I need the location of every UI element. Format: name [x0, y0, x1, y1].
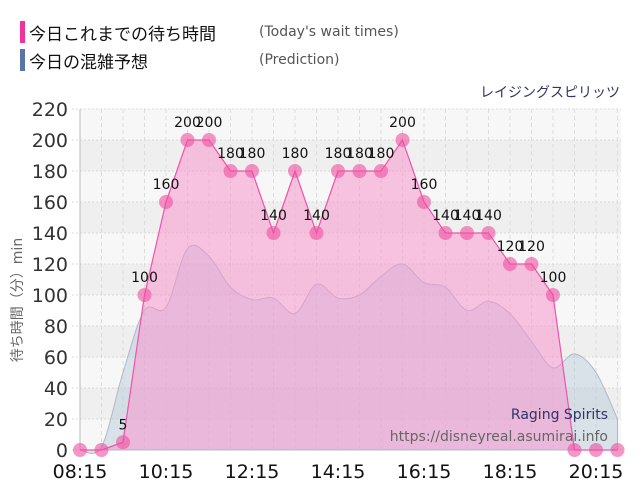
data-point[interactable] — [567, 443, 582, 457]
data-point[interactable] — [137, 288, 152, 302]
data-label: 160 — [153, 177, 180, 193]
data-label: 140 — [303, 208, 330, 224]
watermark-name: Raging Spirits — [511, 407, 608, 423]
data-label: 140 — [454, 208, 481, 224]
data-point[interactable] — [73, 443, 87, 457]
legend-actual-sub: (Today's wait times) — [259, 24, 399, 40]
data-point[interactable] — [288, 164, 302, 178]
data-label: 160 — [411, 177, 438, 193]
y-tick-label: 140 — [32, 223, 68, 245]
x-tick-label: 18:15 — [483, 461, 538, 483]
data-label: 180 — [346, 146, 373, 162]
legend-prediction-swatch — [20, 49, 25, 71]
data-label: 140 — [432, 208, 459, 224]
data-label: 120 — [518, 239, 545, 255]
y-tick-label: 80 — [44, 316, 68, 338]
data-point[interactable] — [309, 226, 324, 240]
data-label: 180 — [282, 146, 309, 162]
data-point[interactable] — [116, 435, 130, 450]
y-tick-label: 0 — [56, 440, 68, 462]
data-point[interactable] — [223, 164, 238, 178]
y-tick-label: 120 — [32, 254, 68, 276]
data-label: 200 — [389, 115, 416, 131]
y-axis-label: 待ち時間（分）min — [10, 238, 26, 362]
legend-actual: 今日これまでの待ち時間 (Today's wait times) — [20, 20, 399, 45]
x-tick-label: 14:15 — [311, 461, 366, 483]
data-label: 5 — [119, 417, 128, 433]
y-tick-label: 40 — [44, 378, 68, 400]
data-label: 200 — [174, 115, 201, 131]
data-label: 180 — [217, 146, 244, 162]
plot-band — [80, 140, 621, 171]
y-tick-label: 220 — [32, 99, 68, 121]
y-tick-label: 180 — [32, 161, 68, 183]
data-point[interactable] — [202, 133, 216, 147]
y-tick-label: 100 — [32, 285, 68, 307]
data-point[interactable] — [159, 195, 173, 209]
legend-prediction: 今日の混雑予想 (Prediction) — [20, 48, 340, 73]
data-point[interactable] — [438, 226, 453, 240]
actual-area — [80, 140, 618, 450]
data-point[interactable] — [331, 164, 345, 178]
data-label: 140 — [260, 208, 287, 224]
data-point[interactable] — [589, 443, 603, 457]
watermark-url: https://disneyreal.asumirai.info — [390, 429, 608, 445]
ride-name: レイジングスピリッツ — [480, 85, 620, 101]
data-label: 120 — [497, 239, 524, 255]
x-tick-label: 20:15 — [569, 461, 624, 483]
data-point[interactable] — [546, 288, 560, 302]
data-label: 180 — [368, 146, 395, 162]
data-point[interactable] — [266, 226, 281, 240]
data-point[interactable] — [245, 164, 259, 178]
x-tick-label: 08:15 — [53, 461, 108, 483]
plot-band — [80, 109, 621, 140]
data-point[interactable] — [352, 164, 367, 178]
legend-prediction-label: 今日の混雑予想 — [29, 52, 148, 73]
data-label: 180 — [325, 146, 352, 162]
data-label: 200 — [196, 115, 223, 131]
data-point[interactable] — [395, 133, 410, 147]
data-point[interactable] — [417, 195, 431, 209]
data-point[interactable] — [374, 164, 388, 178]
x-tick-label: 16:15 — [397, 461, 452, 483]
data-point[interactable] — [94, 443, 109, 457]
legend-actual-label: 今日これまでの待ち時間 — [29, 24, 216, 45]
x-tick-label: 12:15 — [225, 461, 280, 483]
data-point[interactable] — [524, 257, 539, 271]
data-label: 140 — [475, 208, 502, 224]
y-tick-label: 20 — [44, 409, 68, 431]
data-point[interactable] — [610, 443, 625, 457]
data-point[interactable] — [481, 226, 496, 240]
data-label: 100 — [131, 270, 158, 286]
y-tick-label: 200 — [32, 130, 68, 152]
legend-prediction-sub: (Prediction) — [259, 52, 340, 68]
data-point[interactable] — [503, 257, 517, 271]
x-tick-label: 10:15 — [139, 461, 194, 483]
data-point[interactable] — [460, 226, 474, 240]
data-label: 180 — [239, 146, 266, 162]
data-label: 100 — [540, 270, 567, 286]
y-tick-label: 160 — [32, 192, 68, 214]
legend-actual-swatch — [20, 21, 25, 43]
y-tick-label: 60 — [44, 347, 68, 369]
data-point[interactable] — [180, 133, 195, 147]
